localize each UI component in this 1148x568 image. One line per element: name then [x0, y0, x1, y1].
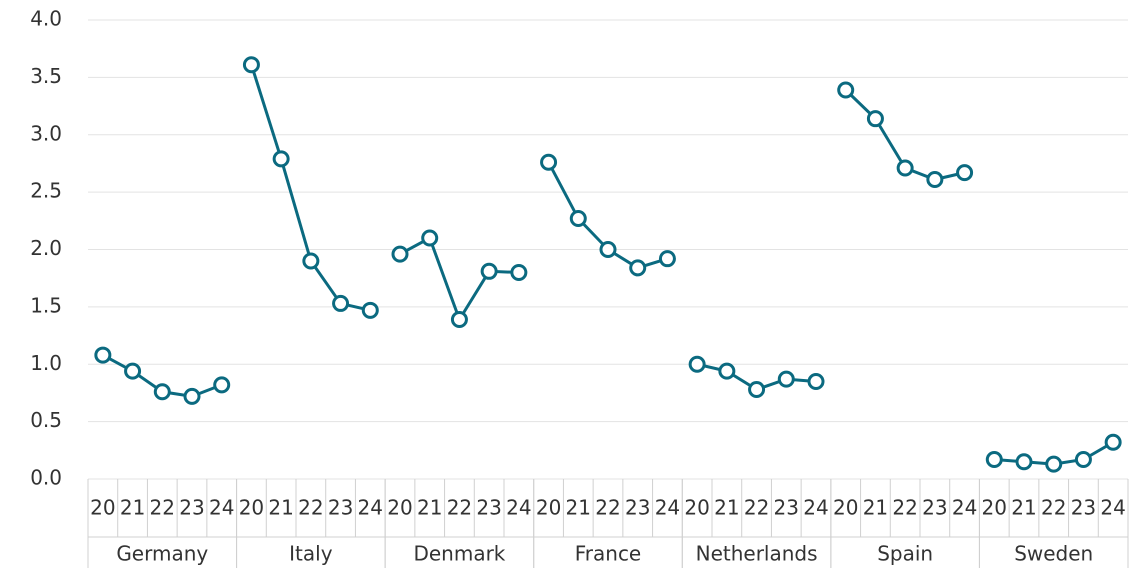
marker	[391, 245, 409, 263]
y-tick-label: 3.5	[30, 64, 62, 88]
x-tick-label: 20	[982, 496, 1007, 520]
y-tick-label: 1.5	[30, 293, 62, 317]
x-tick-label: 23	[328, 496, 353, 520]
marker	[926, 171, 944, 189]
marker	[480, 262, 498, 280]
marker	[718, 362, 736, 380]
marker	[124, 362, 142, 380]
marker	[153, 383, 171, 401]
x-tick-label: 22	[447, 496, 472, 520]
x-tick-label: 20	[90, 496, 115, 520]
marker	[302, 252, 320, 270]
x-tick-label: 20	[239, 496, 264, 520]
marker	[1045, 455, 1063, 473]
y-tick-label: 2.5	[30, 179, 62, 203]
marker	[569, 210, 587, 228]
x-tick-label: 21	[566, 496, 591, 520]
marker	[629, 259, 647, 277]
y-tick-label: 0.5	[30, 408, 62, 432]
marker	[748, 380, 766, 398]
marker	[1074, 450, 1092, 468]
marker	[361, 301, 379, 319]
marker	[450, 310, 468, 328]
group-label: Netherlands	[696, 542, 818, 566]
group-label: Spain	[877, 542, 933, 566]
y-tick-label: 4.0	[30, 7, 62, 31]
x-tick-label: 21	[863, 496, 888, 520]
x-tick-label: 23	[625, 496, 650, 520]
x-tick-label: 24	[358, 496, 383, 520]
x-tick-label: 21	[120, 496, 145, 520]
x-tick-label: 24	[655, 496, 680, 520]
marker	[985, 450, 1003, 468]
x-tick-label: 23	[774, 496, 799, 520]
group-label: France	[575, 542, 642, 566]
x-tick-label: 20	[387, 496, 412, 520]
x-tick-label: 24	[1100, 496, 1125, 520]
y-tick-label: 3.0	[30, 121, 62, 145]
marker	[807, 372, 825, 390]
marker	[1015, 453, 1033, 471]
y-tick-label: 2.0	[30, 236, 62, 260]
marker	[896, 159, 914, 177]
marker	[183, 387, 201, 405]
marker	[332, 294, 350, 312]
x-tick-label: 23	[1071, 496, 1096, 520]
x-tick-label: 22	[744, 496, 769, 520]
x-tick-label: 22	[595, 496, 620, 520]
y-tick-label: 1.0	[30, 351, 62, 375]
marker	[688, 355, 706, 373]
marker	[658, 250, 676, 268]
x-tick-label: 21	[417, 496, 442, 520]
marker	[540, 153, 558, 171]
y-tick-label: 0.0	[30, 466, 62, 490]
marker	[272, 150, 290, 168]
marker	[510, 263, 528, 281]
marker	[866, 110, 884, 128]
marker	[242, 56, 260, 74]
marker	[599, 241, 617, 258]
x-tick-label: 20	[833, 496, 858, 520]
x-tick-label: 23	[179, 496, 204, 520]
x-tick-label: 21	[268, 496, 293, 520]
x-tick-label: 20	[536, 496, 561, 520]
marker	[213, 376, 231, 394]
x-tick-label: 21	[714, 496, 739, 520]
group-label: Italy	[289, 542, 333, 566]
marker	[956, 164, 974, 182]
x-tick-label: 24	[209, 496, 234, 520]
x-tick-label: 22	[150, 496, 175, 520]
marker	[94, 346, 112, 364]
group-label: Germany	[116, 542, 208, 566]
x-tick-label: 24	[803, 496, 828, 520]
marker	[1104, 433, 1122, 451]
line	[249, 64, 371, 312]
x-tick-label: 22	[298, 496, 323, 520]
x-tick-label: 23	[922, 496, 947, 520]
x-tick-label: 20	[684, 496, 709, 520]
x-tick-label: 22	[1041, 496, 1066, 520]
marker	[837, 81, 855, 99]
x-tick-label: 21	[1011, 496, 1036, 520]
group-label: Sweden	[1014, 542, 1093, 566]
marker	[777, 370, 795, 388]
x-tick-label: 24	[506, 496, 531, 520]
x-tick-label: 22	[892, 496, 917, 520]
x-tick-label: 24	[952, 496, 977, 520]
group-label: Denmark	[413, 542, 505, 566]
marker	[421, 229, 439, 247]
x-tick-label: 23	[476, 496, 501, 520]
